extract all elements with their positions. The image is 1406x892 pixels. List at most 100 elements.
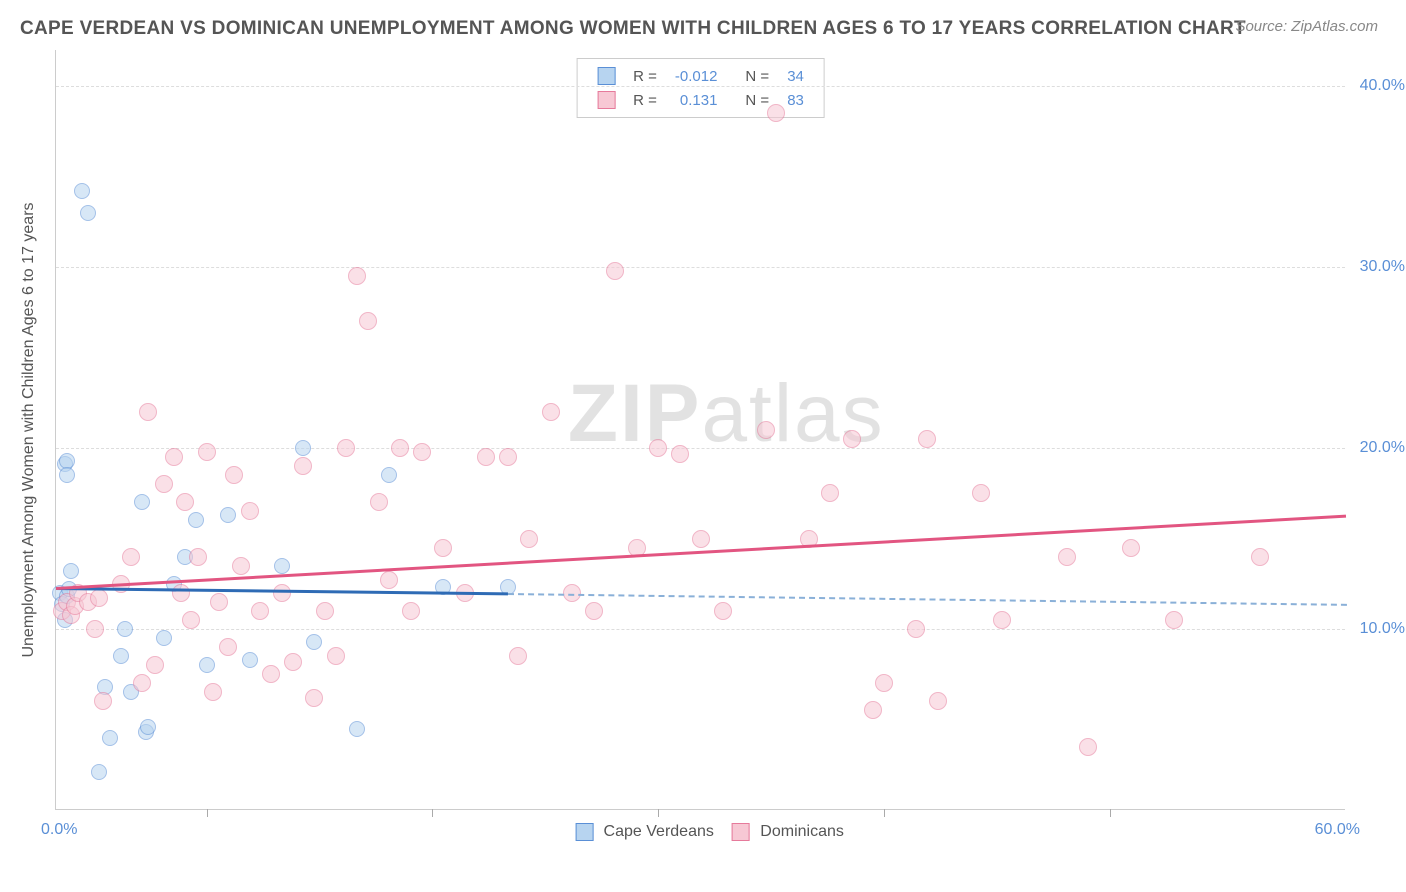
- scatter-point: [993, 611, 1011, 629]
- legend-r-label: R =: [625, 89, 665, 111]
- scatter-point: [79, 593, 97, 611]
- scatter-point: [262, 665, 280, 683]
- scatter-point: [57, 456, 73, 472]
- scatter-point: [225, 466, 243, 484]
- scatter-point: [413, 443, 431, 461]
- scatter-point: [542, 403, 560, 421]
- source-label: Source: ZipAtlas.com: [1235, 18, 1378, 35]
- scatter-point: [189, 548, 207, 566]
- scatter-point: [74, 183, 90, 199]
- scatter-point: [97, 679, 113, 695]
- gridline-h: [56, 448, 1345, 449]
- scatter-point: [757, 421, 775, 439]
- scatter-point: [864, 701, 882, 719]
- scatter-point: [232, 557, 250, 575]
- scatter-point: [434, 539, 452, 557]
- scatter-point: [146, 656, 164, 674]
- gridline-h: [56, 86, 1345, 87]
- scatter-point: [188, 512, 204, 528]
- legend-n-label: N =: [727, 89, 777, 111]
- scatter-point: [370, 493, 388, 511]
- scatter-point: [102, 730, 118, 746]
- scatter-point: [138, 724, 154, 740]
- x-axis-max-label: 60.0%: [1315, 821, 1360, 839]
- scatter-point: [220, 507, 236, 523]
- scatter-point: [359, 312, 377, 330]
- scatter-point: [133, 674, 151, 692]
- plot-area: ZIPatlas R =-0.012N =34R =0.131N =83 0.0…: [55, 50, 1345, 810]
- scatter-point: [316, 602, 334, 620]
- y-tick-label: 30.0%: [1360, 258, 1405, 276]
- scatter-point: [156, 630, 172, 646]
- scatter-point: [402, 602, 420, 620]
- scatter-point: [381, 467, 397, 483]
- scatter-point: [585, 602, 603, 620]
- x-tick: [1110, 809, 1111, 817]
- legend-swatch: [732, 823, 750, 841]
- y-tick-label: 20.0%: [1360, 439, 1405, 457]
- scatter-point: [80, 205, 96, 221]
- scatter-point: [251, 602, 269, 620]
- scatter-point: [172, 584, 190, 602]
- legend-swatch: [597, 91, 615, 109]
- scatter-point: [380, 571, 398, 589]
- legend-n-value: 34: [779, 65, 812, 87]
- scatter-point: [294, 457, 312, 475]
- scatter-point: [327, 647, 345, 665]
- trend-line: [56, 515, 1346, 590]
- legend-series-label: Dominicans: [756, 823, 844, 840]
- scatter-point: [520, 530, 538, 548]
- gridline-h: [56, 267, 1345, 268]
- legend-n-value: 83: [779, 89, 812, 111]
- scatter-point: [929, 692, 947, 710]
- legend-swatch: [597, 67, 615, 85]
- scatter-point: [59, 453, 75, 469]
- chart-title: CAPE VERDEAN VS DOMINICAN UNEMPLOYMENT A…: [20, 18, 1246, 40]
- scatter-point: [305, 689, 323, 707]
- y-tick-label: 40.0%: [1360, 77, 1405, 95]
- legend-series-label: Cape Verdeans: [599, 823, 714, 840]
- scatter-point: [349, 721, 365, 737]
- scatter-point: [91, 764, 107, 780]
- scatter-point: [177, 549, 193, 565]
- scatter-point: [1122, 539, 1140, 557]
- scatter-point: [875, 674, 893, 692]
- scatter-point: [284, 653, 302, 671]
- scatter-point: [714, 602, 732, 620]
- scatter-point: [123, 684, 139, 700]
- legend-correlation: R =-0.012N =34R =0.131N =83: [576, 58, 825, 118]
- x-tick: [884, 809, 885, 817]
- scatter-point: [134, 494, 150, 510]
- scatter-point: [306, 634, 322, 650]
- scatter-point: [155, 475, 173, 493]
- scatter-point: [63, 563, 79, 579]
- scatter-point: [242, 652, 258, 668]
- scatter-point: [477, 448, 495, 466]
- scatter-point: [348, 267, 366, 285]
- scatter-point: [198, 443, 216, 461]
- y-axis-title: Unemployment Among Women with Children A…: [20, 202, 38, 657]
- scatter-point: [59, 588, 75, 604]
- gridline-h: [56, 629, 1345, 630]
- y-tick-label: 10.0%: [1360, 620, 1405, 638]
- scatter-point: [606, 262, 624, 280]
- scatter-point: [1058, 548, 1076, 566]
- scatter-point: [972, 484, 990, 502]
- scatter-point: [140, 719, 156, 735]
- scatter-point: [90, 589, 108, 607]
- scatter-point: [918, 430, 936, 448]
- scatter-point: [66, 597, 84, 615]
- scatter-point: [1079, 738, 1097, 756]
- x-tick: [432, 809, 433, 817]
- scatter-point: [57, 612, 73, 628]
- scatter-point: [241, 502, 259, 520]
- scatter-point: [165, 448, 183, 466]
- scatter-point: [122, 548, 140, 566]
- scatter-point: [692, 530, 710, 548]
- scatter-point: [219, 638, 237, 656]
- scatter-point: [139, 403, 157, 421]
- trend-line: [507, 593, 1346, 606]
- legend-r-value: 0.131: [667, 89, 726, 111]
- legend-series: Cape Verdeans Dominicans: [557, 823, 844, 841]
- scatter-point: [54, 596, 70, 612]
